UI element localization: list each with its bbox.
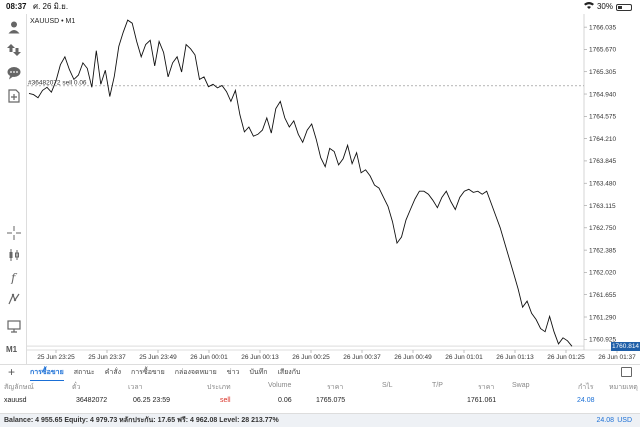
y-tick-label-0: 1766.035	[589, 24, 616, 31]
layout-settings-icon[interactable]	[621, 367, 632, 377]
col-tp: T/P	[432, 382, 443, 389]
crosshair-icon[interactable]	[5, 224, 22, 241]
y-tick-label-6: 1763.845	[589, 158, 616, 165]
account-summary: Balance: 4 955.65 Equity: 4 979.73 หลักป…	[4, 417, 279, 424]
status-right: 30%	[583, 0, 632, 14]
x-tick-label-11: 26 Jun 01:37	[598, 354, 636, 361]
wifi-icon	[583, 0, 594, 14]
tab-1[interactable]: สถานะ	[73, 369, 95, 376]
tab-6[interactable]: บันทึก	[249, 369, 268, 376]
x-tick-label-9: 26 Jun 01:13	[496, 354, 534, 361]
row-time: 06.25 23:59	[133, 397, 170, 404]
row-volume: 0.06	[278, 397, 292, 404]
status-time: 08:37	[6, 2, 27, 11]
battery-percent: 30%	[596, 2, 613, 11]
row-ticket: 36482072	[76, 397, 108, 404]
x-tick-label-0: 25 Jun 23:25	[37, 354, 75, 361]
y-tick-label-14: 1760.925	[589, 337, 616, 344]
tab-0[interactable]: การซื้อขาย	[30, 365, 64, 381]
price-chart[interactable]: 1766.035 1765.670 1765.305 1764.940 1764.575…	[27, 14, 640, 364]
y-tick-label-10: 1762.385	[589, 247, 616, 254]
add-icon[interactable]: +	[8, 365, 16, 379]
y-tick-label-7: 1763.480	[589, 181, 616, 188]
chat-icon[interactable]	[5, 64, 22, 81]
col-swap: Swap	[512, 382, 530, 389]
row-current-price: 1761.061	[467, 397, 497, 404]
symbol-label: XAUUSD • M1	[30, 18, 76, 25]
new-order-icon[interactable]	[5, 87, 22, 104]
bottom-area	[0, 427, 640, 447]
order-level-label: #36482072 sell 0.06	[28, 79, 87, 86]
x-tick-label-7: 26 Jun 00:49	[394, 354, 432, 361]
currency-label: USD	[617, 417, 632, 424]
x-tick-label-3: 26 Jun 00:01	[190, 354, 228, 361]
row-symbol: xauusd	[4, 397, 27, 404]
objects-icon[interactable]	[5, 290, 22, 307]
y-tick-label-12: 1761.655	[589, 292, 616, 299]
y-tick-label-9: 1762.750	[589, 225, 616, 232]
svg-text:f: f	[10, 271, 18, 284]
current-price-tag: 1760.814	[611, 341, 640, 351]
x-tick-label-6: 26 Jun 00:37	[343, 354, 381, 361]
terminal-tabs: + การซื้อขาย สถานะ คำสั่ง การซื้อขาย กล่องจด…	[0, 364, 640, 381]
col-time: เวลา	[128, 384, 143, 391]
tab-7[interactable]: เสียงกับ	[277, 369, 301, 376]
col-comment: หมายเหตุ	[609, 384, 638, 391]
row-open-price: 1765.075	[316, 397, 346, 404]
y-tick-label-1: 1765.670	[589, 47, 616, 54]
account-icon[interactable]	[5, 18, 22, 35]
y-tick-label-11: 1762.020	[589, 270, 616, 277]
col-ticket: ตั๋ว	[72, 384, 81, 391]
row-type: sell	[220, 397, 231, 404]
left-toolbar: f M1	[0, 14, 27, 364]
indicator-icon[interactable]: f	[5, 268, 22, 285]
tab-list: การซื้อขาย สถานะ คำสั่ง การซื้อขาย กล่องจดหม…	[30, 365, 300, 381]
row-profit: 24.08	[577, 397, 595, 404]
status-bar: 08:37 ศ. 26 มิ.ย. 30%	[0, 0, 640, 14]
y-tick-label-4: 1764.575	[589, 114, 616, 121]
candlestick-icon[interactable]	[5, 246, 22, 263]
y-tick-label-5: 1764.210	[589, 136, 616, 143]
x-tick-label-1: 25 Jun 23:37	[88, 354, 126, 361]
col-current-price: ราคา	[478, 384, 495, 391]
x-tick-label-4: 26 Jun 00:13	[241, 354, 279, 361]
timeframe-label[interactable]: M1	[6, 345, 18, 354]
account-footer: Balance: 4 955.65 Equity: 4 979.73 หลักป…	[0, 413, 640, 427]
table-header: สัญลักษณ์ ตั๋ว เวลา ประเภท Volume ราคา S…	[0, 380, 640, 393]
x-tick-label-10: 26 Jun 01:25	[547, 354, 585, 361]
y-tick-label-13: 1761.290	[589, 314, 616, 321]
y-tick-label-8: 1763.115	[589, 203, 616, 210]
battery-icon	[616, 3, 632, 11]
tab-3[interactable]: การซื้อขาย	[131, 369, 165, 376]
table-row[interactable]: xauusd 36482072 06.25 23:59 sell 0.06 17…	[0, 395, 640, 411]
tab-5[interactable]: ข่าว	[226, 369, 240, 376]
status-date: ศ. 26 มิ.ย.	[33, 2, 69, 11]
col-price: ราคา	[327, 384, 344, 391]
x-tick-label-8: 26 Jun 01:01	[445, 354, 483, 361]
col-symbol: สัญลักษณ์	[4, 384, 34, 391]
price-series-line	[28, 19, 573, 347]
x-tick-label-2: 25 Jun 23:49	[139, 354, 177, 361]
col-type: ประเภท	[207, 384, 231, 391]
tab-4[interactable]: กล่องจดหมาย	[174, 369, 217, 376]
col-profit: กำไร	[578, 384, 594, 391]
templates-icon[interactable]	[5, 317, 22, 334]
y-tick-label-3: 1764.940	[589, 91, 616, 98]
total-profit: 24.08	[596, 417, 614, 424]
trade-arrows-icon[interactable]	[5, 41, 22, 58]
x-tick-label-5: 26 Jun 00:25	[292, 354, 330, 361]
chart-svg: 1766.035 1765.670 1765.305 1764.940 1764.575…	[27, 14, 640, 361]
tab-2[interactable]: คำสั่ง	[104, 369, 122, 376]
col-volume: Volume	[268, 382, 292, 389]
col-sl: S/L	[382, 382, 393, 389]
y-tick-label-2: 1765.305	[589, 69, 616, 76]
